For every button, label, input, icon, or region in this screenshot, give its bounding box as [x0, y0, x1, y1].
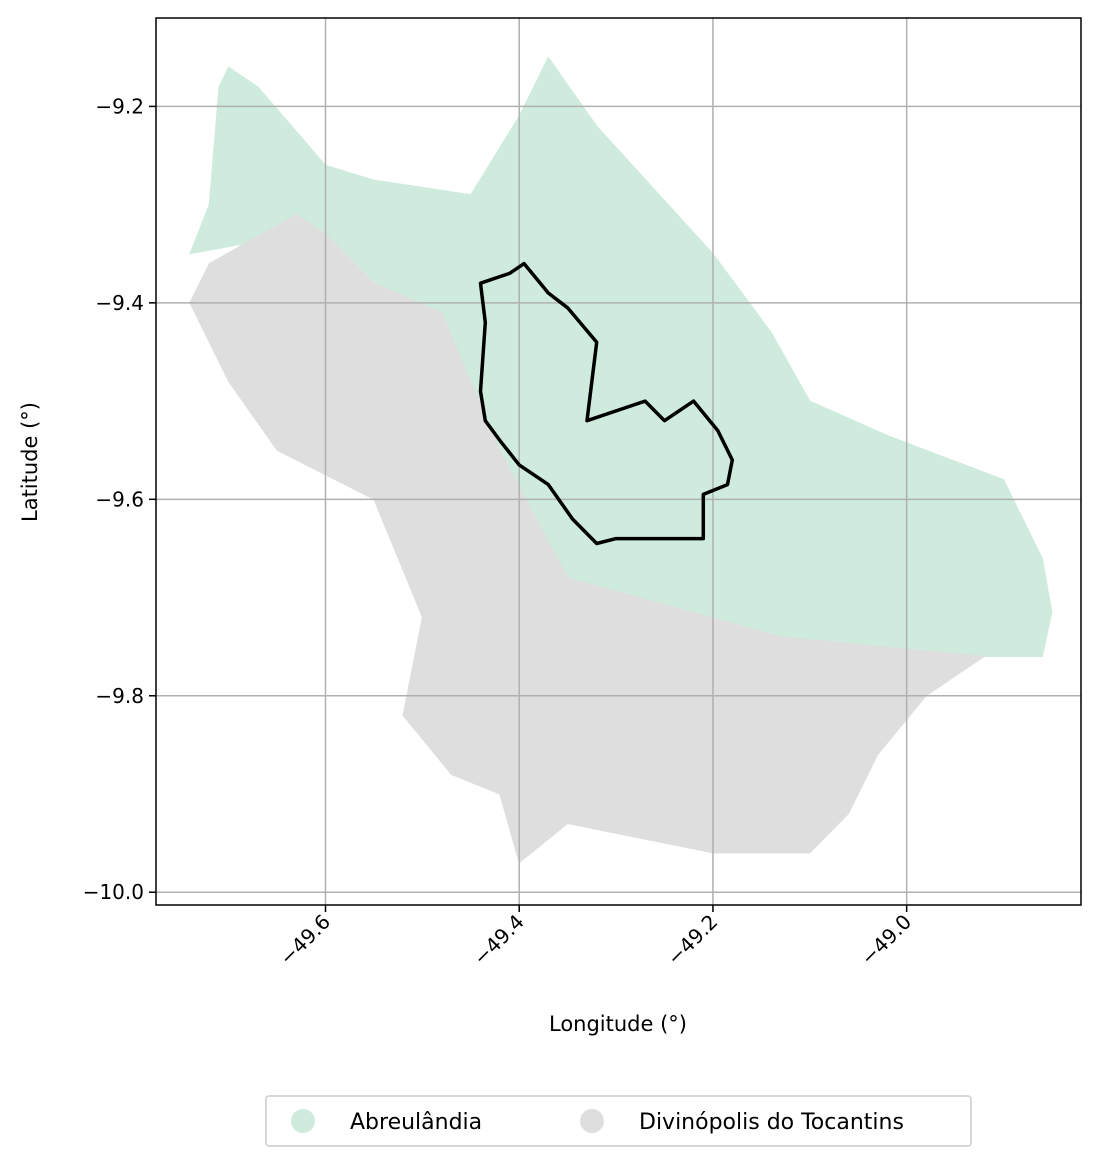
highlighted-boundary: [478, 261, 735, 546]
legend-label-divinopolis: Divinópolis do Tocantins: [639, 1110, 904, 1135]
y-tick-label: −10.0: [83, 880, 144, 904]
x-tick-label: −49.0: [856, 910, 916, 970]
y-tick-label: −9.2: [95, 94, 144, 118]
y-tick-label: −9.6: [95, 487, 144, 511]
x-tick-label: −49.2: [662, 910, 722, 970]
legend: Abreulândia Divinópolis do Tocantins: [265, 1095, 972, 1147]
grid-layer: [156, 18, 1081, 905]
x-axis-ticks: −49.6 −49.4 −49.2 −49.0: [275, 905, 916, 970]
legend-label-abreulandia: Abreulândia: [350, 1110, 482, 1135]
y-axis-ticks: −9.2 −9.4 −9.6 −9.8 −10.0: [83, 94, 156, 904]
y-tick-label: −9.8: [95, 684, 144, 708]
legend-marker-abreulandia: [291, 1109, 315, 1133]
region-divinopolis-do-tocantins: [189, 213, 986, 864]
y-axis-label: Latitude (°): [18, 402, 42, 522]
regions-layer: [189, 56, 1053, 864]
x-tick-label: −49.4: [468, 910, 528, 970]
x-tick-label: −49.6: [275, 910, 335, 970]
plot-frame: [155, 17, 1082, 906]
legend-frame: [265, 1095, 972, 1147]
x-axis-label: Longitude (°): [549, 1012, 687, 1036]
y-tick-label: −9.4: [95, 291, 144, 315]
legend-marker-divinopolis: [580, 1109, 604, 1133]
boundary-layer: [478, 261, 735, 546]
